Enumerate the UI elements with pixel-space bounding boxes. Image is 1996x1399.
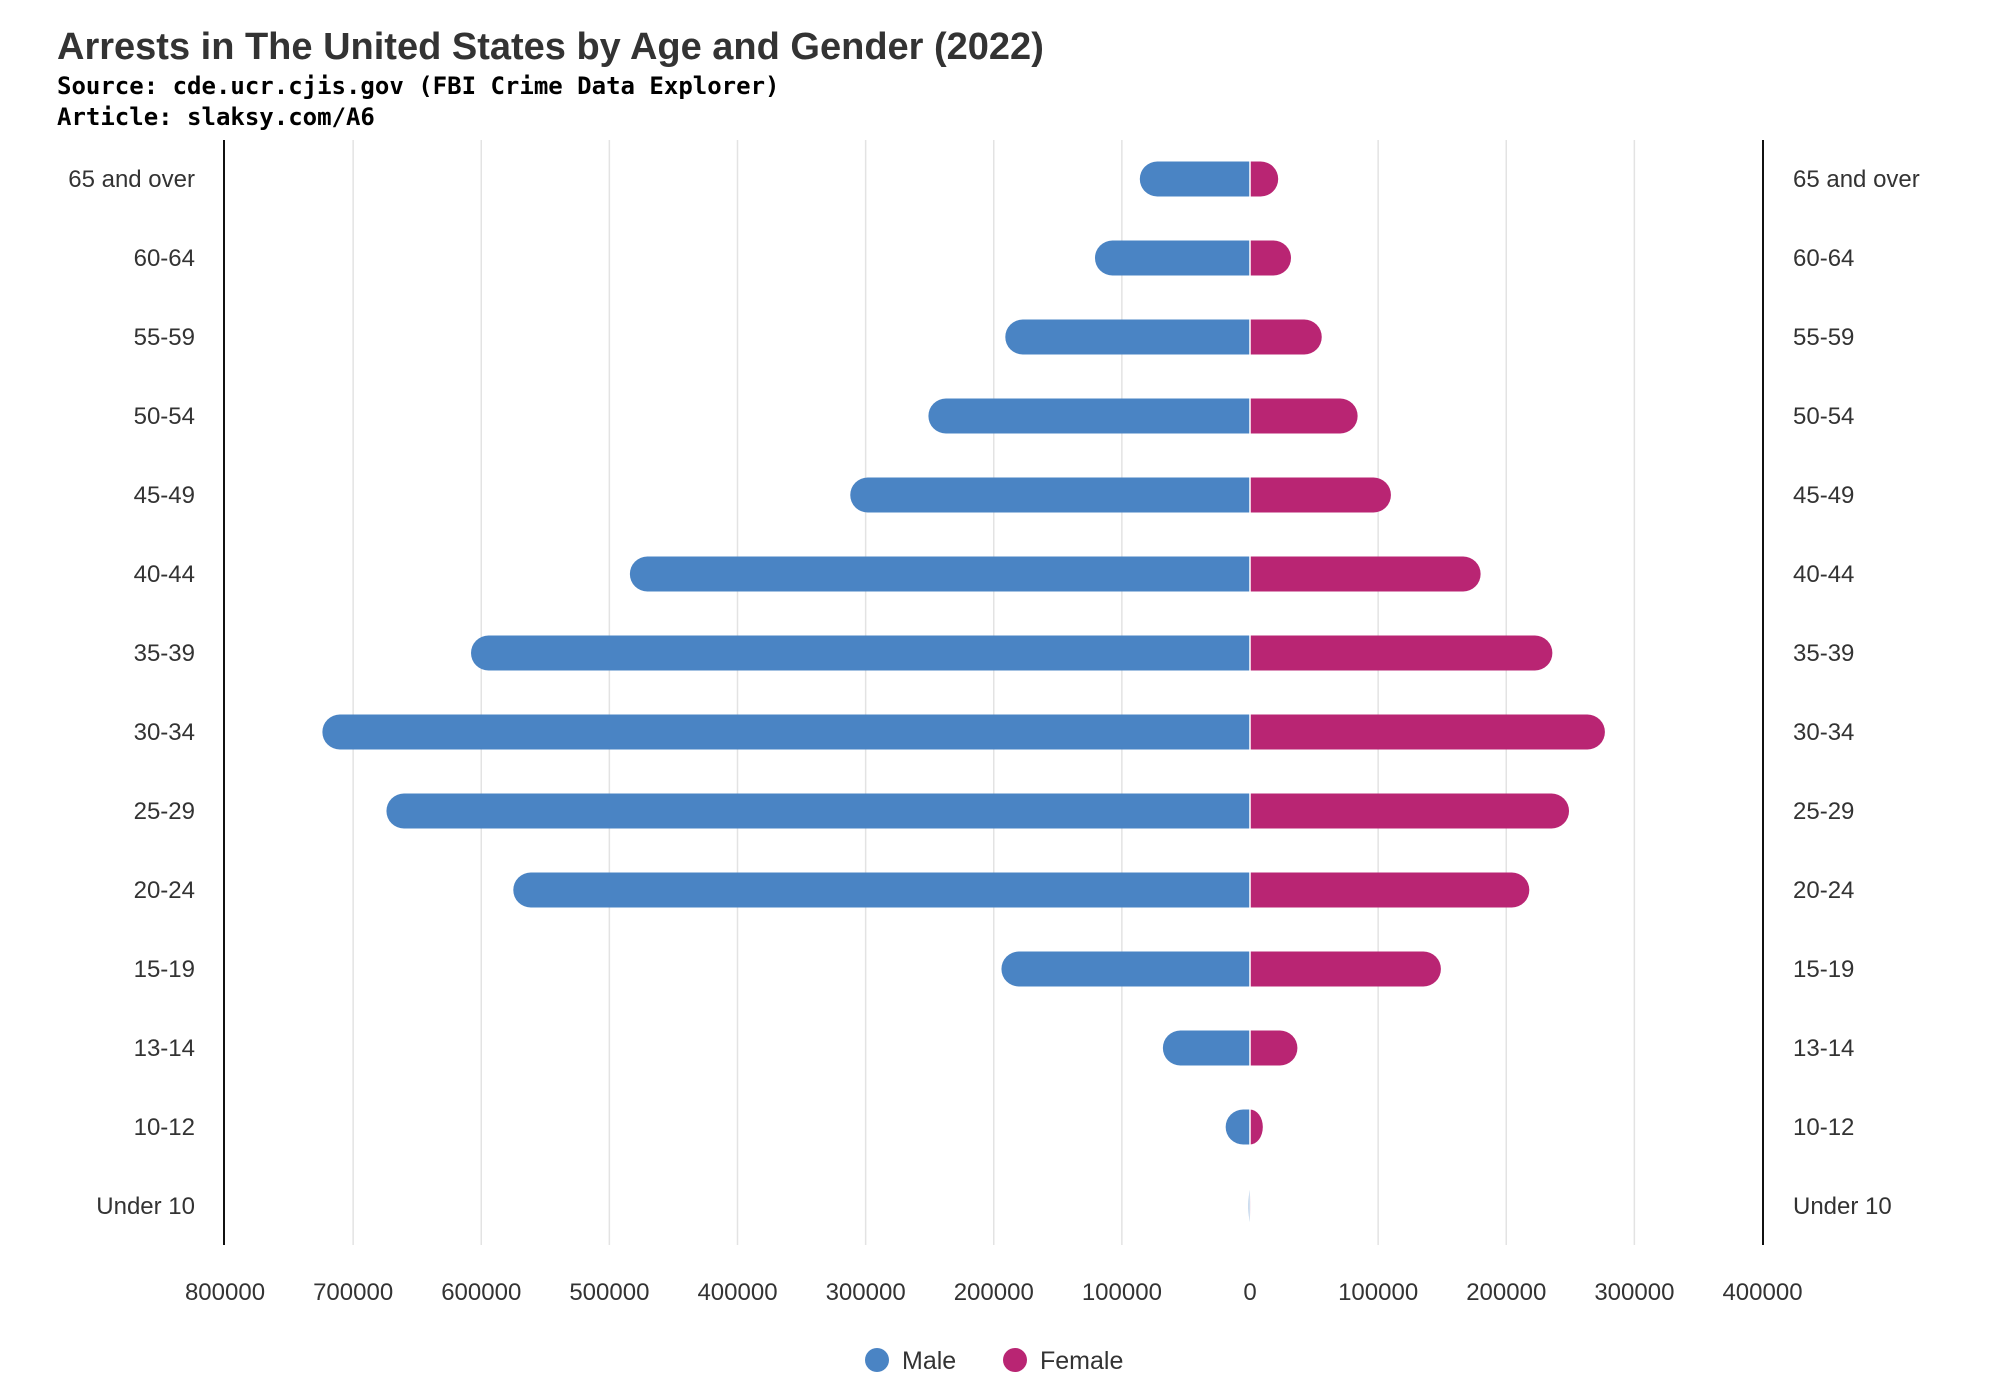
male-bar bbox=[1139, 161, 1250, 197]
x-tick-label: 700000 bbox=[313, 1279, 393, 1306]
female-bar bbox=[1250, 872, 1530, 908]
age-label-right: 45-49 bbox=[1793, 482, 1854, 509]
legend-male-marker bbox=[865, 1348, 889, 1372]
age-label-right: 30-34 bbox=[1793, 719, 1854, 746]
female-bar bbox=[1250, 556, 1481, 592]
male-bar bbox=[850, 477, 1250, 513]
x-tick-label: 200000 bbox=[954, 1279, 1034, 1306]
female-bar bbox=[1250, 635, 1553, 671]
male-bar bbox=[1005, 319, 1250, 355]
male-bar bbox=[471, 635, 1250, 671]
age-label-left: 65 and over bbox=[68, 166, 195, 193]
x-tick-label: 300000 bbox=[826, 1279, 906, 1306]
x-tick-label: 100000 bbox=[1338, 1279, 1418, 1306]
age-label-left: 20-24 bbox=[134, 877, 195, 904]
age-label-left: 60-64 bbox=[134, 245, 195, 272]
age-label-left: 45-49 bbox=[134, 482, 195, 509]
age-label-left: Under 10 bbox=[96, 1193, 195, 1220]
female-bar bbox=[1250, 161, 1279, 197]
age-label-right: 50-54 bbox=[1793, 403, 1854, 430]
age-label-left: 25-29 bbox=[134, 798, 195, 825]
age-label-left: 50-54 bbox=[134, 403, 195, 430]
male-bar bbox=[1001, 951, 1250, 987]
legend-male-label: Male bbox=[902, 1347, 956, 1375]
grid-lines bbox=[352, 140, 1636, 1245]
female-bar bbox=[1250, 793, 1570, 829]
male-bar bbox=[322, 714, 1250, 750]
male-bar bbox=[1162, 1030, 1250, 1066]
bars bbox=[322, 161, 1605, 1224]
chart-source-line: Source: cde.ucr.cjis.gov (FBI Crime Data… bbox=[57, 72, 780, 100]
age-label-right: 20-24 bbox=[1793, 877, 1854, 904]
male-bar bbox=[629, 556, 1250, 592]
female-bar bbox=[1250, 477, 1391, 513]
female-bar bbox=[1250, 1109, 1263, 1145]
age-label-right: 13-14 bbox=[1793, 1035, 1854, 1062]
age-label-left: 35-39 bbox=[134, 640, 195, 667]
age-label-right: 60-64 bbox=[1793, 245, 1854, 272]
tick-labels: 800000 700000 600000 500000 400000 300000 2000… bbox=[68, 166, 1920, 1306]
female-bar bbox=[1250, 714, 1605, 750]
age-label-left: 10-12 bbox=[134, 1114, 195, 1141]
x-tick-label: 100000 bbox=[1082, 1279, 1162, 1306]
age-label-left: 55-59 bbox=[134, 324, 195, 351]
legend[interactable]: Male Female bbox=[865, 1347, 1123, 1375]
legend-female[interactable]: Female bbox=[1003, 1347, 1123, 1375]
female-bar bbox=[1250, 1030, 1298, 1066]
female-bar bbox=[1250, 240, 1291, 276]
male-bar bbox=[386, 793, 1251, 829]
x-tick-label: 500000 bbox=[569, 1279, 649, 1306]
age-label-right: 35-39 bbox=[1793, 640, 1854, 667]
x-tick-label: 0 bbox=[1243, 1279, 1256, 1306]
age-label-right: Under 10 bbox=[1793, 1193, 1892, 1220]
female-bar bbox=[1250, 398, 1358, 434]
legend-male[interactable]: Male bbox=[865, 1347, 956, 1375]
male-bar bbox=[513, 872, 1250, 908]
age-label-right: 25-29 bbox=[1793, 798, 1854, 825]
x-tick-label: 600000 bbox=[441, 1279, 521, 1306]
chart-article-line: Article: slaksy.com/A6 bbox=[57, 103, 375, 131]
age-label-left: 30-34 bbox=[134, 719, 195, 746]
age-label-right: 65 and over bbox=[1793, 166, 1920, 193]
male-bar bbox=[1225, 1109, 1250, 1145]
age-label-right: 40-44 bbox=[1793, 561, 1854, 588]
age-label-left: 15-19 bbox=[134, 956, 195, 983]
x-tick-label: 800000 bbox=[185, 1279, 265, 1306]
age-label-left: 40-44 bbox=[134, 561, 195, 588]
male-bar bbox=[928, 398, 1250, 434]
age-label-right: 10-12 bbox=[1793, 1114, 1854, 1141]
female-bar bbox=[1250, 319, 1322, 355]
x-tick-label: 200000 bbox=[1466, 1279, 1546, 1306]
female-bar bbox=[1250, 951, 1441, 987]
age-label-right: 55-59 bbox=[1793, 324, 1854, 351]
legend-female-label: Female bbox=[1040, 1347, 1123, 1375]
age-label-left: 13-14 bbox=[134, 1035, 195, 1062]
legend-female-marker bbox=[1003, 1348, 1027, 1372]
chart-title: Arrests in The United States by Age and … bbox=[57, 26, 1044, 68]
x-tick-label: 400000 bbox=[697, 1279, 777, 1306]
age-label-right: 15-19 bbox=[1793, 956, 1854, 983]
male-bar bbox=[1094, 240, 1250, 276]
axes bbox=[223, 140, 1764, 1245]
x-tick-label: 400000 bbox=[1722, 1279, 1802, 1306]
x-tick-label: 300000 bbox=[1594, 1279, 1674, 1306]
